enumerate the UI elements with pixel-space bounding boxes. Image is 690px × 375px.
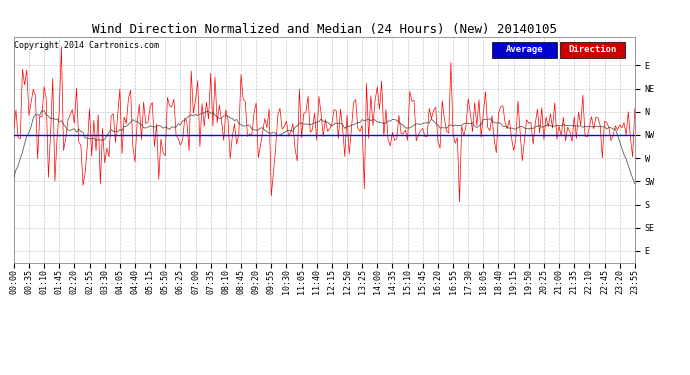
FancyBboxPatch shape [492, 42, 558, 58]
Text: Average: Average [506, 45, 544, 54]
FancyBboxPatch shape [560, 42, 626, 58]
Text: Copyright 2014 Cartronics.com: Copyright 2014 Cartronics.com [14, 41, 159, 50]
Text: Direction: Direction [569, 45, 617, 54]
Title: Wind Direction Normalized and Median (24 Hours) (New) 20140105: Wind Direction Normalized and Median (24… [92, 23, 557, 36]
